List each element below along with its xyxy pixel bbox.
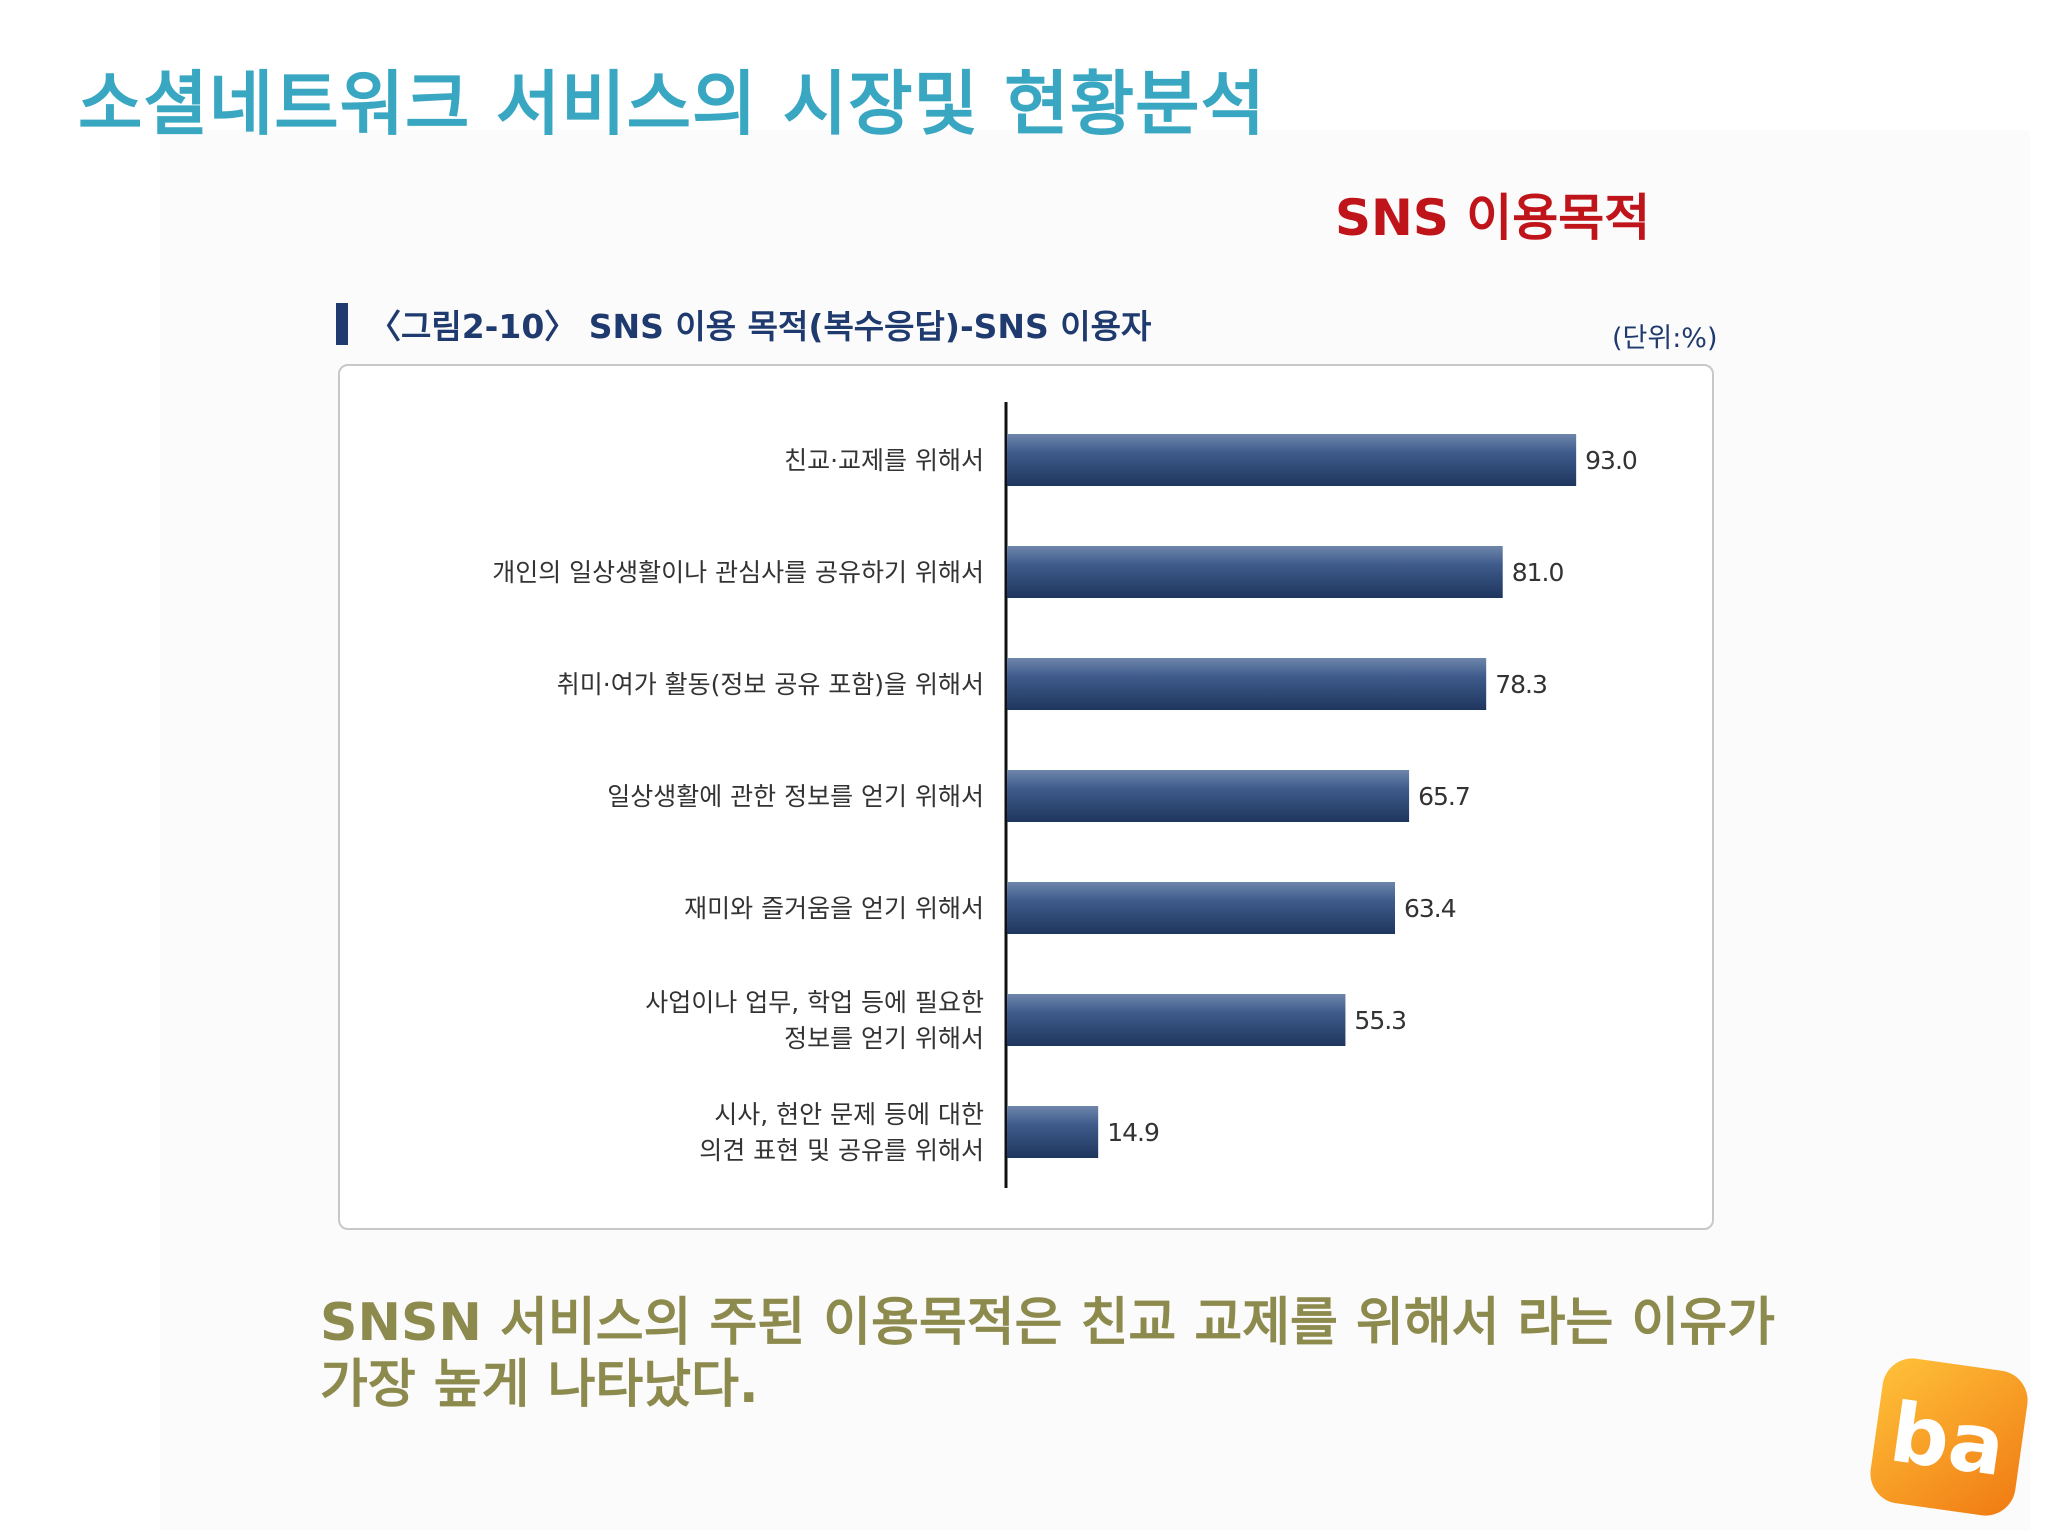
value-label-4: 63.4	[1404, 894, 1456, 923]
caption-marker	[336, 303, 348, 345]
category-label-5-line-0: 사업이나 업무, 학업 등에 필요한	[645, 988, 984, 1017]
category-label-1: 개인의 일상생활이나 관심사를 공유하기 위해서	[492, 558, 984, 587]
category-label-4: 재미와 즐거움을 얻기 위해서	[684, 894, 984, 923]
bar-3	[1007, 770, 1410, 822]
slide-title: 소셜네트워크 서비스의 시장및 현황분석	[78, 63, 1266, 145]
category-label-3: 일상생활에 관한 정보를 얻기 위해서	[607, 782, 984, 811]
bar-chart: 93.0 친교·교제를 위해서 81.0 개인의 일상생활이나 관심사를 공유하기 위…	[492, 402, 1638, 1188]
value-label-3: 65.7	[1418, 782, 1470, 811]
value-label-2: 78.3	[1495, 670, 1547, 699]
value-label-6: 14.9	[1107, 1118, 1159, 1147]
unit-label: (단위:%)	[1612, 323, 1718, 354]
bar-6	[1007, 1106, 1099, 1158]
category-label-6-line-0: 시사, 현안 문제 등에 대한	[714, 1100, 984, 1129]
bar-4	[1007, 882, 1396, 934]
ba-logo: ba	[1870, 1358, 2028, 1516]
category-label-6-line-1: 의견 표현 및 공유를 위해서	[699, 1136, 984, 1165]
category-label-2: 취미·여가 활동(정보 공유 포함)을 위해서	[557, 670, 984, 699]
value-label-1: 81.0	[1512, 558, 1564, 587]
value-label-0: 93.0	[1585, 446, 1637, 475]
svg-text:ba: ba	[1884, 1385, 2010, 1495]
bar-1	[1007, 546, 1503, 598]
bar-0	[1007, 434, 1577, 486]
figure-caption: 〈그림2-10〉 SNS 이용 목적(복수응답)-SNS 이용자	[336, 300, 1151, 348]
bar-2	[1007, 658, 1487, 710]
category-label-0: 친교·교제를 위해서	[784, 446, 984, 475]
summary-text: SNSN 서비스의 주된 이용목적은 친교 교제를 위해서 라는 이유가 가장 …	[320, 1293, 1775, 1415]
value-label-5: 55.3	[1354, 1006, 1406, 1035]
bar-5	[1007, 994, 1346, 1046]
section-title: SNS 이용목적	[1335, 189, 1651, 247]
chart-frame: 93.0 친교·교제를 위해서 81.0 개인의 일상생활이나 관심사를 공유하기 위…	[338, 364, 1714, 1230]
category-label-5-line-1: 정보를 얻기 위해서	[784, 1024, 984, 1053]
figure-caption-text: 〈그림2-10〉 SNS 이용 목적(복수응답)-SNS 이용자	[368, 307, 1152, 346]
